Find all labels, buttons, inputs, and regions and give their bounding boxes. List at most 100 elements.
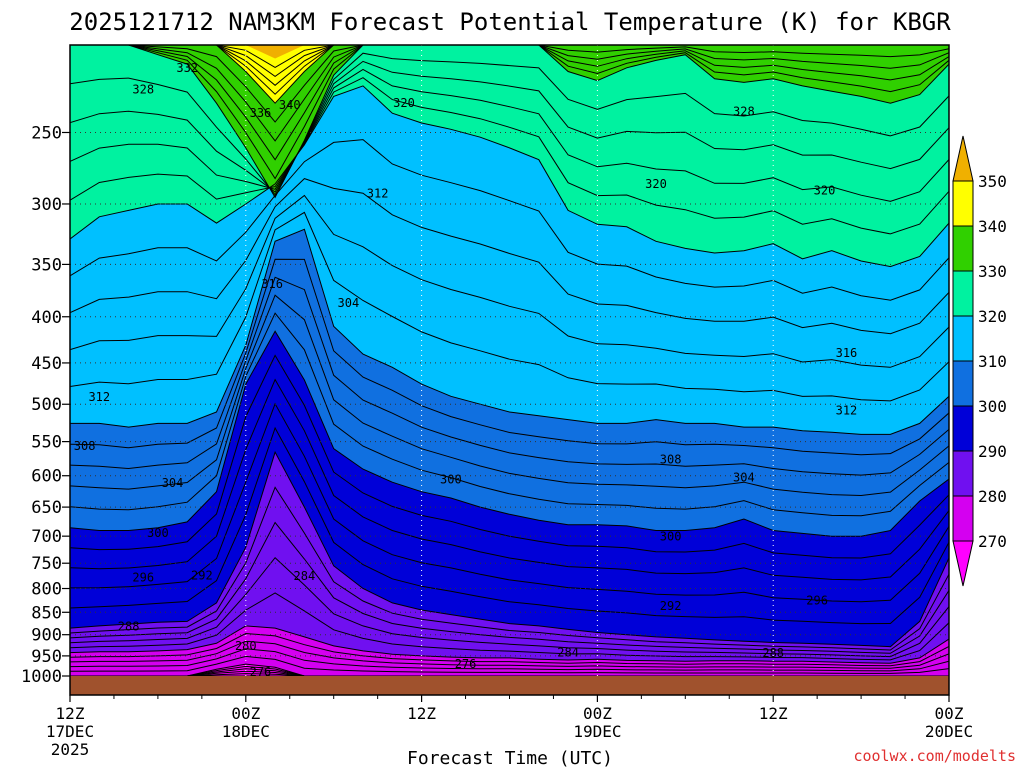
- contour-label: 312: [88, 390, 110, 404]
- contour-label: 320: [393, 96, 415, 110]
- y-tick-label: 450: [31, 354, 62, 374]
- contour-label: 304: [733, 471, 755, 485]
- contour-label: 308: [660, 453, 682, 467]
- colorbar-swatch-290: [952, 405, 974, 452]
- x-tick-label-time: 12Z: [759, 704, 788, 723]
- contour-338: [70, 52, 949, 196]
- theta-fill-350: [70, 45, 949, 104]
- colorbar-label: 270: [978, 532, 1007, 551]
- colorbar: 350 340 330 320 310 300 290 280 270: [952, 135, 1007, 587]
- colorbar-swatch-310: [952, 315, 974, 362]
- y-tick-label: 900: [31, 626, 62, 646]
- x-tick-label-date: 20DEC: [925, 722, 973, 741]
- colorbar-label: 320: [978, 307, 1007, 326]
- contour-label: 276: [455, 657, 477, 671]
- contour-320: [70, 228, 949, 435]
- contour-288: [70, 632, 949, 667]
- contour-348: [70, 45, 949, 123]
- contour-324: [70, 194, 949, 368]
- x-tick-label-time: 00Z: [583, 704, 612, 723]
- x-axis-label: Forecast Time (UTC): [407, 748, 613, 768]
- x-tick-label-time: 00Z: [231, 704, 260, 723]
- x-tick-label-date: 17DEC: [46, 722, 94, 741]
- contour-label: 340: [279, 98, 301, 112]
- contour-label: 280: [235, 639, 257, 653]
- contour-344: [70, 45, 949, 161]
- contour-286: [70, 640, 949, 669]
- contour-336: [70, 60, 949, 193]
- y-tick-label: 750: [31, 554, 62, 574]
- plot-area: 332 328 336 340 320 328 320 320 312 316 304 316 312 3…: [70, 45, 949, 695]
- x-tick-label-date: 18DEC: [222, 722, 270, 741]
- contour-322: [70, 211, 949, 402]
- contour-label: 304: [338, 296, 360, 310]
- y-tick-label: 500: [31, 395, 62, 415]
- contour-label: 288: [762, 646, 784, 660]
- contour-298: [70, 486, 949, 651]
- contour-label: 336: [250, 106, 272, 120]
- y-axis: 250 300 350 400 450 500 550 600 650 700 750 800 850 9…: [21, 123, 70, 687]
- contour-306: [70, 378, 949, 581]
- contour-label: 296: [132, 571, 154, 585]
- contour-label: 332: [176, 61, 198, 75]
- contour-308: [70, 354, 949, 559]
- y-tick-label: 1000: [21, 667, 62, 687]
- colorbar-label: 300: [978, 397, 1007, 416]
- y-tick-label: 250: [31, 123, 62, 143]
- contour-label: 320: [645, 177, 667, 191]
- colorbar-swatch-300: [952, 360, 974, 407]
- colorbar-label: 290: [978, 442, 1007, 461]
- contour-label: 316: [261, 277, 283, 291]
- x-tick-label-time: 00Z: [935, 704, 964, 723]
- contour-292: [70, 592, 949, 661]
- colorbar-swatch-320: [952, 270, 974, 317]
- contour-326: [70, 178, 949, 335]
- contour-340: [70, 45, 949, 199]
- y-tick-label: 350: [31, 255, 62, 275]
- y-tick-label: 950: [31, 647, 62, 667]
- x-tick-label-time: 12Z: [56, 704, 85, 723]
- x-tick-label-year: 2025: [51, 740, 90, 759]
- theta-fill-360: [70, 45, 949, 59]
- ground-surface: [70, 676, 949, 695]
- theta-contour-lines: [70, 45, 949, 677]
- contour-282: [70, 655, 949, 674]
- y-tick-label: 650: [31, 498, 62, 518]
- chart-title: 2025121712 NAM3KM Forecast Potential Tem…: [69, 8, 951, 36]
- y-tick-label: 400: [31, 308, 62, 328]
- contour-label: 284: [294, 569, 316, 583]
- colorbar-swatch-340: [952, 180, 974, 227]
- contour-label: 292: [660, 599, 682, 613]
- contour-label: 308: [74, 439, 96, 453]
- y-tick-label: 600: [31, 467, 62, 487]
- contour-328: [70, 139, 949, 301]
- colorbar-swatch-280: [952, 450, 974, 497]
- credit-text: coolwx.com/modelts: [853, 747, 1016, 765]
- contour-label: 304: [162, 476, 184, 490]
- contour-334: [70, 68, 949, 202]
- contour-310: [70, 330, 949, 537]
- contour-label: 328: [132, 82, 154, 96]
- contour-318: [70, 258, 949, 456]
- colorbar-swatch-330: [952, 225, 974, 272]
- contour-label: 288: [118, 619, 140, 633]
- contour-330: [70, 85, 949, 268]
- contour-312: [70, 312, 949, 517]
- contour-304: [70, 402, 949, 603]
- contour-label: 316: [836, 346, 858, 360]
- colorbar-label: 340: [978, 217, 1007, 236]
- contour-290: [70, 625, 949, 664]
- contour-label: 312: [367, 186, 389, 200]
- contour-346: [70, 45, 949, 142]
- x-tick-label-date: 19DEC: [573, 722, 621, 741]
- colorbar-label: 310: [978, 352, 1007, 371]
- contour-label: 320: [814, 184, 836, 198]
- contour-284: [70, 648, 949, 672]
- contour-label: 276: [250, 665, 272, 679]
- contour-label: 328: [733, 105, 755, 119]
- colorbar-top-arrow: [952, 135, 974, 182]
- y-tick-label: 700: [31, 527, 62, 547]
- y-tick-label: 850: [31, 603, 62, 623]
- contour-316: [70, 276, 949, 476]
